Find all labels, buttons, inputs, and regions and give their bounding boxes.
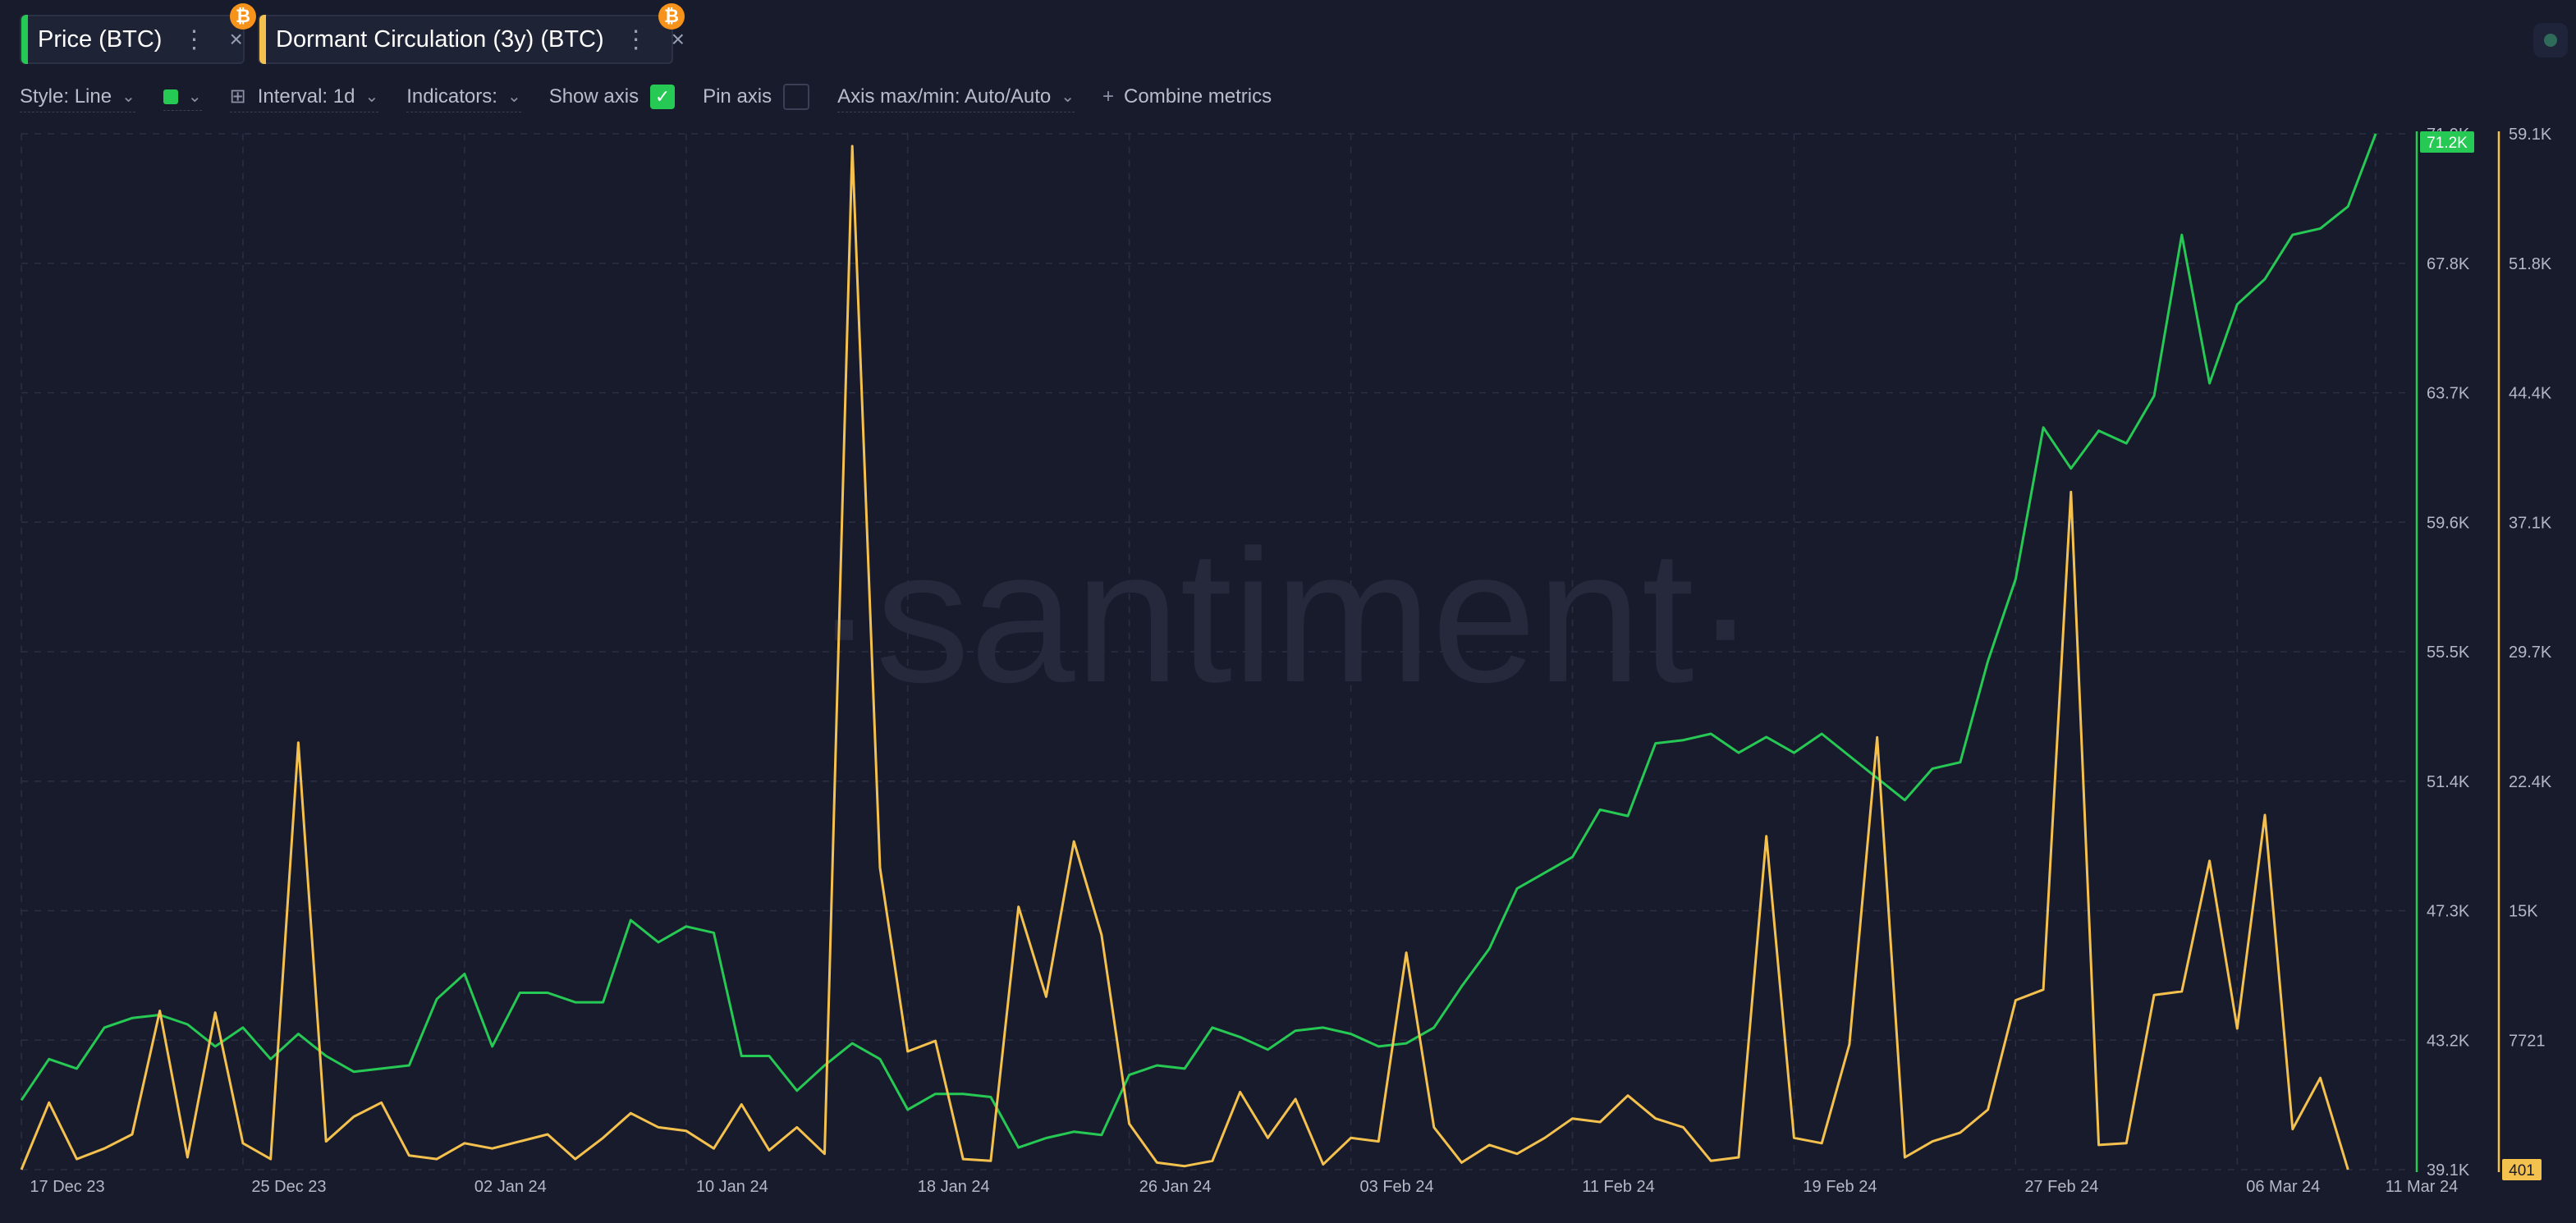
color-picker[interactable]: ⌄ bbox=[163, 86, 202, 111]
interval-label: Interval: 1d bbox=[257, 85, 355, 108]
x-tick-label: 11 Mar 24 bbox=[2386, 1178, 2459, 1196]
dormant-last-value-badge bbox=[2502, 1159, 2542, 1180]
tab-price[interactable]: Price (BTC) ⋮ × bbox=[20, 15, 245, 64]
dormant-axis-tick-label: 15K bbox=[2509, 903, 2538, 921]
dormant-axis-tick-label: 59.1K bbox=[2509, 126, 2552, 144]
dormant-axis-tick-label: 7721 bbox=[2509, 1032, 2546, 1050]
chevron-down-icon: ⌄ bbox=[187, 88, 202, 106]
interval-icon: ⊞ bbox=[229, 85, 246, 108]
combine-metrics-button[interactable]: + Combine metrics bbox=[1102, 85, 1272, 112]
x-tick-label: 06 Mar 24 bbox=[2246, 1178, 2320, 1196]
tab-dormant-menu-icon[interactable]: ⋮ bbox=[623, 25, 649, 53]
x-tick-label: 02 Jan 24 bbox=[474, 1178, 547, 1196]
price-axis-tick-label: 59.6K bbox=[2427, 514, 2470, 532]
x-axis: 17 Dec 23 25 Dec 23 02 Jan 24 10 Jan 24 18 J… bbox=[30, 1178, 2458, 1196]
color-swatch bbox=[163, 89, 178, 104]
show-axis-checkbox[interactable]: ✓ bbox=[650, 85, 676, 109]
price-axis-tick-label: 51.4K bbox=[2427, 773, 2470, 791]
chevron-down-icon: ⌄ bbox=[121, 88, 135, 106]
x-tick-label: 26 Jan 24 bbox=[1139, 1178, 1212, 1196]
chevron-down-icon: ⌄ bbox=[506, 88, 521, 106]
style-label: Style: Line bbox=[20, 85, 112, 108]
show-axis-toggle[interactable]: Show axis ✓ bbox=[548, 85, 676, 112]
indicators-dropdown[interactable]: Indicators: ⌄ bbox=[406, 85, 521, 112]
tab-dormant-close-icon[interactable]: × bbox=[671, 26, 685, 52]
chart-toolbar: Style: Line ⌄ ⌄ ⊞ Interval: 1d ⌄ Indicat… bbox=[20, 82, 1299, 115]
pin-axis-checkbox[interactable] bbox=[783, 84, 810, 110]
dormant-axis-tick-label: 44.4K bbox=[2509, 385, 2552, 403]
dormant-axis-tick-label: 22.4K bbox=[2509, 773, 2552, 791]
x-tick-label: 25 Dec 23 bbox=[251, 1178, 326, 1196]
price-axis-tick-label: 39.1K bbox=[2427, 1161, 2470, 1179]
tab-price-close-icon[interactable]: × bbox=[229, 26, 243, 52]
price-axis-tick-label: 63.7K bbox=[2427, 385, 2470, 403]
price-axis: 71.9K67.8K63.7K59.6K55.5K51.4K47.3K43.2K… bbox=[2415, 126, 2470, 1179]
axis-maxmin-dropdown[interactable]: Axis max/min: Auto/Auto ⌄ bbox=[837, 85, 1075, 112]
santiment-watermark: ·santiment· bbox=[813, 511, 1757, 721]
x-tick-label: 17 Dec 23 bbox=[30, 1178, 104, 1196]
x-tick-label: 27 Feb 24 bbox=[2024, 1178, 2098, 1196]
price-axis-tick-label: 67.8K bbox=[2427, 255, 2470, 273]
dormant-axis-tick-label: 51.8K bbox=[2509, 255, 2552, 273]
dormant-color-bar bbox=[259, 15, 266, 64]
price-axis-tick-label: 47.3K bbox=[2427, 903, 2470, 921]
axis-maxmin-label: Axis max/min: Auto/Auto bbox=[837, 85, 1052, 108]
x-tick-label: 18 Jan 24 bbox=[918, 1178, 990, 1196]
x-tick-label: 11 Feb 24 bbox=[1582, 1178, 1655, 1196]
tab-price-label: Price (BTC) bbox=[38, 25, 163, 53]
bitcoin-icon: ₿ bbox=[230, 3, 256, 30]
tab-price-menu-icon[interactable]: ⋮ bbox=[181, 25, 207, 53]
price-last-value-label: 71.2K bbox=[2427, 135, 2468, 152]
style-dropdown[interactable]: Style: Line ⌄ bbox=[20, 85, 135, 112]
tab-dormant-label: Dormant Circulation (3y) (BTC) bbox=[276, 25, 604, 53]
dormant-series-line bbox=[20, 144, 2349, 1170]
bitcoin-icon: ₿ bbox=[658, 3, 685, 30]
x-tick-label: 10 Jan 24 bbox=[696, 1178, 768, 1196]
price-last-value-badge bbox=[2420, 131, 2474, 153]
show-axis-label: Show axis bbox=[548, 85, 639, 108]
dormant-axis: 59.1K 51.8K 44.4K 37.1K 29.7K 22.4K 15K 7721 401 bbox=[2497, 126, 2552, 1179]
dormant-axis-tick-label: 29.7K bbox=[2509, 644, 2552, 662]
price-series-line bbox=[20, 133, 2377, 1149]
x-tick-label: 03 Feb 24 bbox=[1360, 1178, 1434, 1196]
pin-axis-label: Pin axis bbox=[703, 85, 772, 108]
chevron-down-icon: ⌄ bbox=[364, 88, 379, 106]
price-axis-tick-label: 55.5K bbox=[2427, 644, 2470, 662]
chevron-down-icon: ⌄ bbox=[1061, 88, 1075, 106]
price-color-bar bbox=[21, 15, 28, 64]
series-lines: 71.2K 401 bbox=[20, 131, 2542, 1180]
x-tick-label: 19 Feb 24 bbox=[1803, 1178, 1877, 1196]
price-axis-tick-label: 43.2K bbox=[2427, 1032, 2470, 1050]
combine-metrics-label: Combine metrics bbox=[1124, 85, 1272, 108]
pin-axis-toggle[interactable]: Pin axis bbox=[703, 84, 810, 113]
interval-dropdown[interactable]: ⊞ Interval: 1d ⌄ bbox=[229, 85, 379, 112]
status-indicator-icon[interactable] bbox=[2533, 23, 2568, 57]
tab-dormant-circulation[interactable]: Dormant Circulation (3y) (BTC) ⋮ × bbox=[258, 15, 685, 64]
indicators-label: Indicators: bbox=[406, 85, 497, 108]
plus-icon: + bbox=[1102, 85, 1115, 108]
dormant-last-value-label: 401 bbox=[2509, 1162, 2535, 1179]
dormant-axis-tick-label: 37.1K bbox=[2509, 514, 2552, 532]
